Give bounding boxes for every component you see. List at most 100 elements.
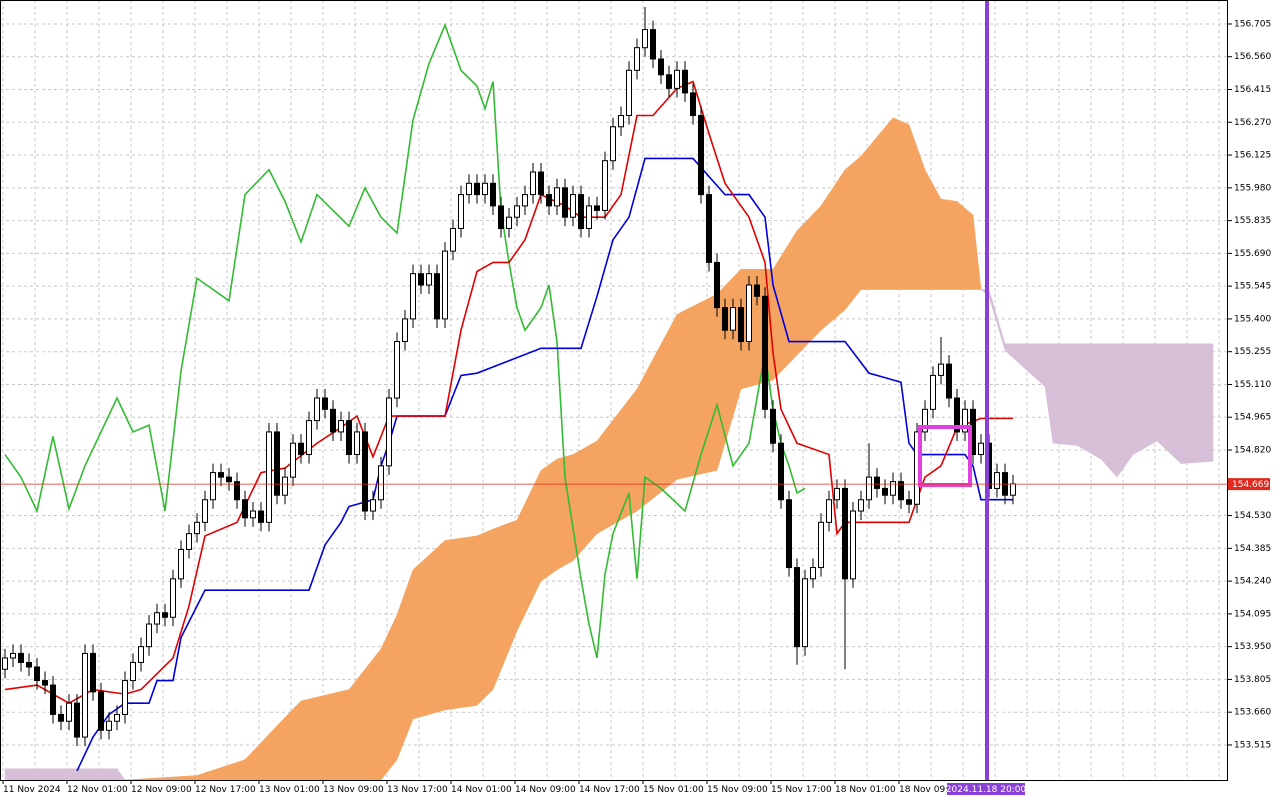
x-tick-label: 13 Nov 17:00: [387, 785, 448, 795]
indicator-line: [4, 22, 806, 659]
candle-body: [178, 548, 184, 580]
cloud-segment: [1116, 343, 1134, 478]
x-tick-label: 14 Nov 09:00: [515, 785, 576, 795]
candle-body: [306, 420, 312, 456]
candle-body: [66, 702, 72, 722]
candle-body: [2, 657, 8, 670]
indicator-line: [76, 157, 1013, 772]
candle-body: [906, 499, 912, 505]
candle-body: [722, 307, 728, 331]
x-tick-label: 18 Nov 01:00: [835, 785, 896, 795]
candle-body: [634, 47, 640, 71]
candle-body: [642, 29, 648, 49]
candle-body: [114, 713, 120, 722]
candle-body: [482, 182, 488, 196]
candle-body: [818, 521, 824, 569]
candle-body: [362, 431, 368, 512]
x-tick-label: 15 Nov 17:00: [771, 785, 832, 795]
y-tick-label: 155.400: [1234, 314, 1271, 324]
y-tick-label: 154.530: [1234, 511, 1271, 521]
candle-body: [1010, 483, 1016, 496]
candle-body: [282, 476, 288, 496]
y-tick-label: 154.240: [1234, 577, 1271, 587]
candle-body: [474, 182, 480, 196]
candle-body: [762, 295, 768, 410]
candle-body: [922, 408, 928, 433]
candle-body: [186, 533, 192, 550]
candle-body: [370, 499, 376, 512]
y-tick-label: 153.660: [1234, 708, 1271, 718]
x-tick-label: 12 Nov 17:00: [195, 785, 256, 795]
candle-body: [354, 431, 360, 456]
candle-body: [226, 476, 232, 483]
candle-body: [578, 194, 584, 230]
cloud-segment: [1052, 343, 1078, 446]
candle-body: [314, 397, 320, 422]
y-tick-label: 155.110: [1234, 380, 1271, 390]
candle-body: [218, 472, 224, 478]
candle-body: [802, 578, 808, 648]
candle-body: [858, 499, 864, 512]
cloud-segment: [892, 117, 910, 290]
cloud-segment: [1100, 343, 1118, 478]
candle-body: [706, 194, 712, 263]
cloud-segment: [796, 205, 822, 356]
candle-body: [58, 713, 64, 722]
x-tick-label: 12 Nov 09:00: [131, 785, 192, 795]
candle-body: [618, 114, 624, 128]
candle-body: [434, 273, 440, 320]
y-tick-label: 154.965: [1234, 413, 1271, 423]
candle-body: [730, 307, 736, 331]
candle-body: [234, 481, 240, 501]
cloud-segment: [1180, 343, 1214, 464]
candle-body: [586, 205, 592, 230]
candle-body: [850, 510, 856, 580]
y-tick-label: 155.835: [1234, 216, 1271, 226]
y-tick-label: 154.820: [1234, 446, 1271, 456]
candle-body: [954, 397, 960, 433]
candle-body: [42, 680, 48, 686]
x-tick-label: 15 Nov 09:00: [707, 785, 768, 795]
x-tick-label: 13 Nov 09:00: [323, 785, 384, 795]
cursor-label-bg: [947, 783, 1025, 795]
candle-body: [690, 92, 696, 116]
candle-body: [242, 499, 248, 519]
candle-body: [98, 691, 104, 731]
candle-body: [594, 205, 600, 211]
x-tick-label: 14 Nov 17:00: [579, 785, 640, 795]
candle-body: [338, 420, 344, 433]
candle-body: [154, 612, 160, 625]
candle-body: [794, 567, 800, 648]
cloud-segment: [1076, 343, 1102, 460]
candle-body: [530, 171, 536, 196]
candle-body: [258, 510, 264, 523]
candle-body: [650, 29, 656, 60]
candle-body: [442, 250, 448, 320]
y-tick-label: 153.950: [1234, 642, 1271, 652]
y-tick-label: 156.125: [1234, 151, 1271, 161]
candle-body: [514, 205, 520, 218]
candle-body: [658, 58, 664, 76]
candle-body: [34, 666, 40, 682]
candle-body: [698, 114, 704, 196]
candle-body: [930, 374, 936, 410]
y-tick-label: 156.560: [1234, 52, 1271, 62]
candle-body: [330, 408, 336, 433]
candle-body: [458, 194, 464, 230]
x-tick-label: 15 Nov 01:00: [643, 785, 704, 795]
candle-body: [322, 397, 328, 410]
y-tick-label: 155.980: [1234, 183, 1271, 193]
x-tick-label: 13 Nov 01:00: [259, 785, 320, 795]
x-tick-label: 11 Nov 2024: [3, 785, 61, 795]
cloud-segment: [972, 214, 982, 290]
candle-body: [946, 363, 952, 399]
candle-body: [490, 182, 496, 207]
candle-body: [842, 487, 848, 580]
candle-body: [978, 442, 984, 456]
candle-body: [170, 578, 176, 618]
cloud-segment: [1132, 343, 1158, 455]
candle-body: [754, 284, 760, 297]
candle-body: [194, 521, 200, 535]
cloud-segment: [300, 689, 350, 781]
